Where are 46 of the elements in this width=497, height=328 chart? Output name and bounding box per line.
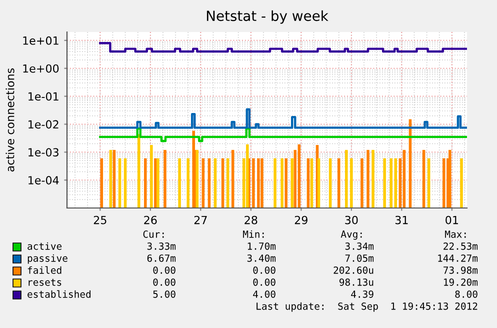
text: 4.39 [351, 290, 374, 298]
text: 4.00 [253, 290, 276, 298]
legend-label: established [28, 290, 90, 298]
text: 1.70m [248, 242, 276, 250]
x-tick-label: 26 [144, 216, 157, 224]
y-tick-label: 1e-04 [28, 176, 59, 184]
chart-title: Netstat - by week [206, 10, 328, 24]
text: 19.20m [444, 278, 478, 286]
x-tick-label: 27 [194, 216, 207, 224]
text: 8.00 [455, 290, 478, 298]
text: 144.27m [438, 254, 478, 262]
x-tick-label: 29 [294, 216, 308, 224]
x-tick-label: 28 [244, 216, 258, 224]
text: 5.00 [153, 290, 176, 298]
text: 202.60u [334, 266, 374, 274]
y-axis-title: active connections [6, 68, 14, 172]
text: 98.13u [339, 278, 374, 286]
y-tick-label: 1e+00 [23, 64, 59, 73]
text: Avg: [340, 230, 362, 240]
text: 0.00 [253, 266, 276, 274]
x-tick-label: 25 [94, 216, 106, 224]
y-tick-label: 1e-03 [28, 148, 58, 157]
text: 73.98m [444, 266, 478, 274]
text: Cur: [143, 230, 164, 238]
text: 3.40m [247, 254, 276, 262]
legend-label: failed [28, 266, 62, 274]
x-tick-label: 01 [446, 216, 458, 224]
legend-label: resets [28, 278, 62, 286]
text: Last update: Sat Sep 1 19:45:13 2012 [256, 302, 478, 312]
text: 3.33m [147, 242, 176, 250]
text: Min: [243, 230, 264, 238]
text: 6.67m [147, 254, 176, 262]
legend-label: active [28, 242, 62, 250]
x-tick-label: 31 [395, 216, 408, 224]
text: 22.53m [444, 242, 478, 250]
text: 0.00 [253, 278, 276, 286]
x-tick-label: 30 [345, 216, 358, 224]
y-tick-label: 1e-01 [28, 92, 58, 101]
text: 7.05m [345, 254, 374, 262]
y-tick-label: 1e-02 [28, 120, 58, 129]
text: 0.00 [153, 266, 176, 274]
text: Max: [445, 230, 466, 238]
y-tick-label: 1e+01 [23, 36, 58, 45]
text: 3.34m [345, 242, 374, 250]
text: 0.00 [153, 278, 176, 286]
legend-label: passive [28, 254, 68, 264]
